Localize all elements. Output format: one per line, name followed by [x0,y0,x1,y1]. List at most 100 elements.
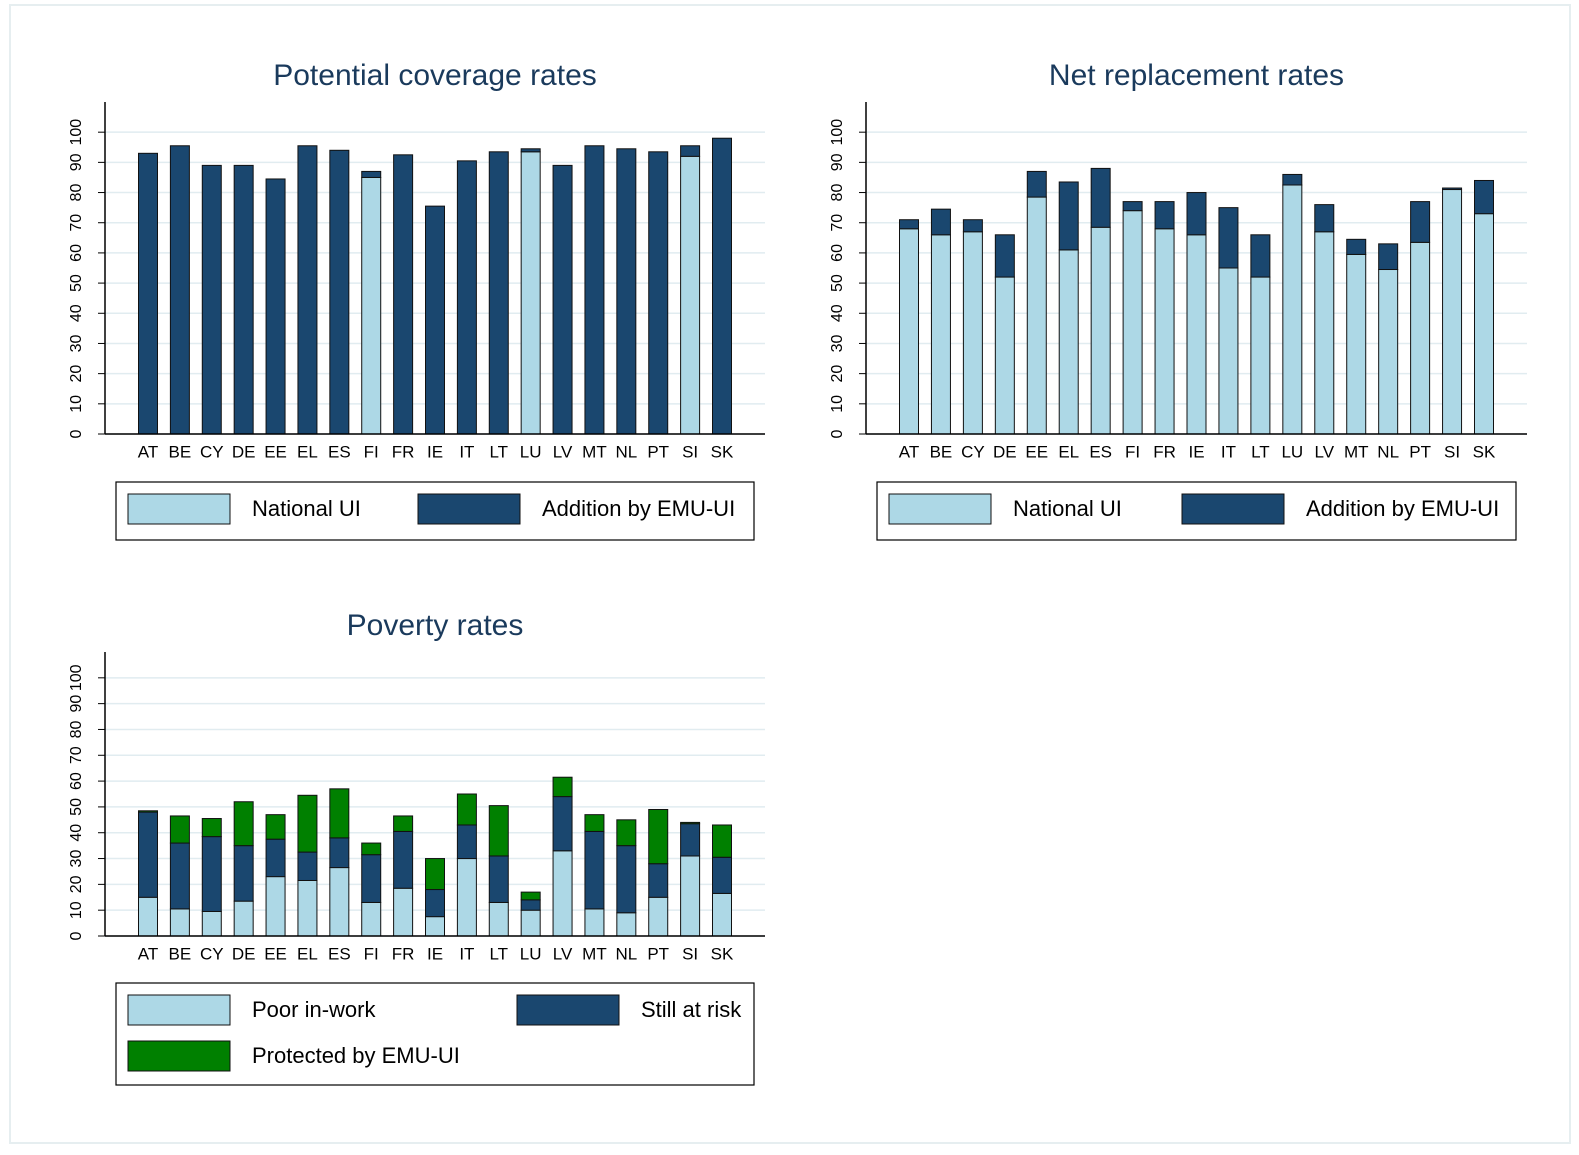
bar-segment [138,896,158,937]
legend-swatch [1181,493,1285,525]
bar-segment [1186,234,1207,435]
bar-segment [456,793,477,826]
bar-segment [297,879,318,937]
bar-segment [680,821,701,825]
x-tick-label: ES [1089,442,1112,461]
y-tick-label: 10 [68,901,85,919]
bar-segment [456,160,477,435]
x-tick-label: IT [459,442,474,461]
bar-segment [233,845,254,902]
y-tick-label: 70 [829,214,846,232]
x-tick-label: DE [232,944,256,963]
bar-segment [265,178,286,435]
bar-segment [138,810,158,813]
legend-label: Protected by EMU-UI [252,1043,460,1068]
x-tick-label: IE [427,442,443,461]
x-tick-label: LU [1281,442,1303,461]
y-tick-label: 0 [829,429,846,438]
x-tick-label: IT [459,944,474,963]
bar-segment [648,151,669,435]
y-tick-label: 40 [68,304,85,322]
x-tick-label: ES [328,442,351,461]
bar-segment [1218,207,1239,269]
bar-segment [456,858,477,937]
bar-segment [1346,253,1367,435]
y-tick-label: 30 [829,334,846,352]
bar-segment [1378,269,1399,435]
bar-segment [520,909,541,937]
bar-segment [1186,192,1207,236]
chart-title: Net replacement rates [1049,59,1344,92]
bar-segment [425,858,445,891]
x-tick-label: DE [993,442,1017,461]
bar-segment [616,819,637,847]
bar-segment [138,152,158,435]
bar-segment [361,176,382,435]
x-tick-label: IE [1188,442,1204,461]
y-tick-label: 50 [68,274,85,292]
bar-segment [648,808,669,865]
bar-segment [265,838,286,878]
y-tick-label: 20 [68,875,85,893]
y-tick-label: 90 [68,695,85,713]
legend-label: National UI [1013,496,1122,521]
x-tick-label: LT [1251,442,1270,461]
x-tick-label: FR [392,944,415,963]
bar-segment [712,892,732,937]
x-tick-label: EE [264,442,287,461]
bar-segment [899,228,919,435]
bar-segment [1410,241,1431,435]
bar-segment [233,900,254,937]
y-tick-label: 0 [68,931,85,940]
bar-segment [1282,184,1303,435]
bar-segment [297,794,318,853]
y-tick-label: 10 [68,395,85,413]
x-tick-label: EL [297,442,318,461]
bar-segment [1314,204,1335,233]
bar-segment [552,776,573,798]
bar-segment [1090,226,1111,435]
bar-segment [1090,167,1111,228]
bar-segment [201,164,222,435]
bar-segment [329,788,350,839]
x-tick-label: FR [392,442,415,461]
bar-segment [648,896,669,937]
legend-swatch [888,493,992,525]
y-tick-label: 90 [829,153,846,171]
bar-segment [488,151,509,435]
bar-segment [899,219,919,230]
bar-segment [1154,201,1175,230]
x-tick-label: IT [1221,442,1236,461]
bar-segment [488,805,509,857]
bar-segment [393,830,414,889]
bar-segment [680,855,701,937]
bar-segment [584,145,605,435]
x-tick-label: CY [961,442,985,461]
bar-segment [1314,231,1335,435]
y-tick-label: 30 [68,334,85,352]
y-tick-label: 80 [68,184,85,202]
bar-segment [488,901,509,937]
y-tick-label: 20 [829,365,846,383]
bar-segment [712,824,732,858]
y-tick-label: 80 [829,184,846,202]
bar-segment [520,899,541,911]
bar-segment [930,208,951,236]
bar-segment [329,837,350,869]
bar-segment [962,231,983,435]
y-tick-label: 80 [68,720,85,738]
y-tick-label: 100 [68,119,85,146]
bar-segment [680,155,701,435]
bar-segment [1442,189,1463,435]
x-tick-label: FI [364,442,379,461]
x-tick-label: LU [520,944,542,963]
x-tick-label: CY [200,944,224,963]
x-tick-label: EE [1025,442,1048,461]
bar-segment [1218,267,1239,435]
y-tick-label: 70 [68,214,85,232]
x-tick-label: IE [427,944,443,963]
bar-segment [520,891,541,901]
bar-segment [393,887,414,937]
bar-segment [1026,170,1047,198]
x-tick-label: LT [489,442,508,461]
